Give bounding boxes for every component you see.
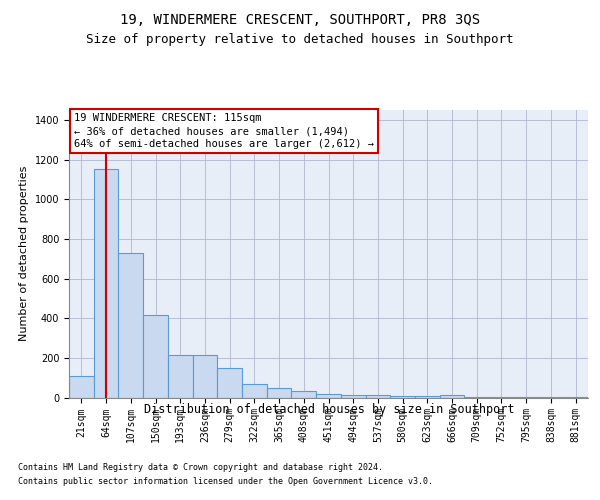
Bar	[143, 315, 168, 398]
Text: 19 WINDERMERE CRESCENT: 115sqm
← 36% of detached houses are smaller (1,494)
64% : 19 WINDERMERE CRESCENT: 115sqm ← 36% of …	[74, 113, 374, 150]
Text: Size of property relative to detached houses in Southport: Size of property relative to detached ho…	[86, 32, 514, 46]
Bar	[440, 394, 464, 398]
Bar	[365, 394, 390, 398]
Bar	[464, 396, 489, 398]
Bar	[341, 394, 365, 398]
Bar	[94, 170, 118, 398]
Bar	[514, 396, 539, 398]
Bar	[118, 253, 143, 398]
Bar	[69, 376, 94, 398]
Y-axis label: Number of detached properties: Number of detached properties	[19, 166, 29, 342]
Text: Contains HM Land Registry data © Crown copyright and database right 2024.: Contains HM Land Registry data © Crown c…	[18, 462, 383, 471]
Bar	[242, 384, 267, 398]
Bar	[168, 355, 193, 398]
Bar	[390, 396, 415, 398]
Bar	[489, 396, 514, 398]
Text: Contains public sector information licensed under the Open Government Licence v3: Contains public sector information licen…	[18, 478, 433, 486]
Bar	[415, 396, 440, 398]
Bar	[193, 355, 217, 398]
Bar	[292, 390, 316, 398]
Bar	[563, 396, 588, 398]
Bar	[267, 388, 292, 398]
Bar	[316, 394, 341, 398]
Bar	[217, 368, 242, 398]
Text: Distribution of detached houses by size in Southport: Distribution of detached houses by size …	[143, 402, 514, 415]
Bar	[539, 396, 563, 398]
Text: 19, WINDERMERE CRESCENT, SOUTHPORT, PR8 3QS: 19, WINDERMERE CRESCENT, SOUTHPORT, PR8 …	[120, 12, 480, 26]
